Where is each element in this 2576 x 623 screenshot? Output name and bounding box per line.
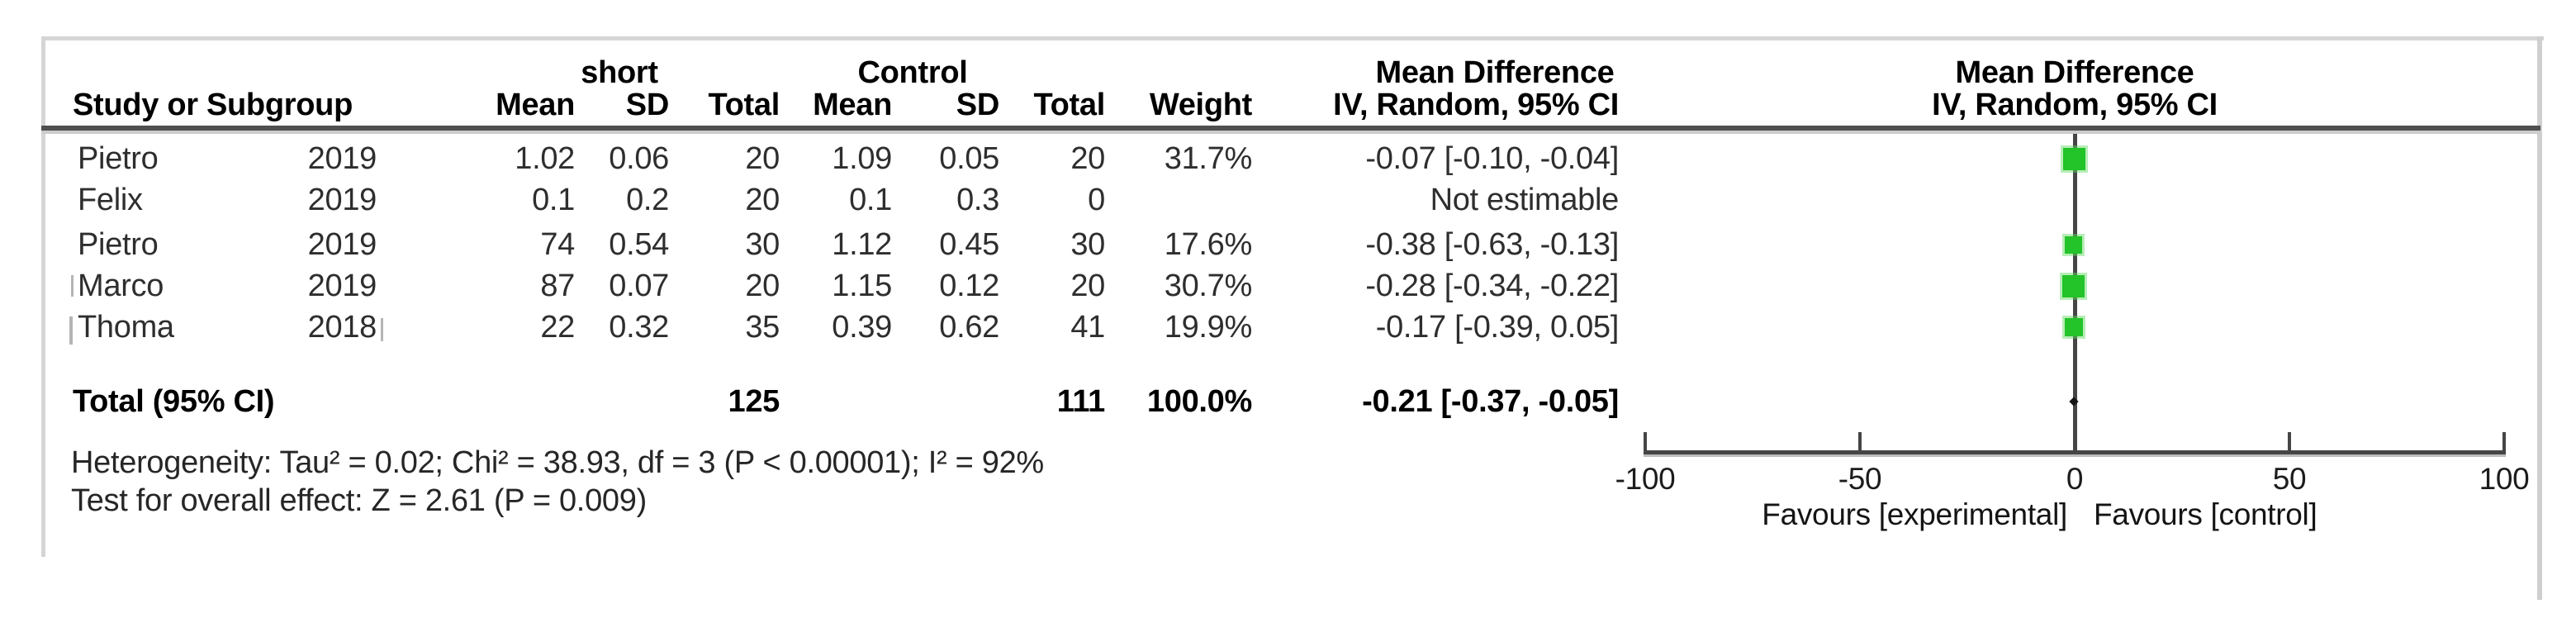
row-mean1: 74 [540, 227, 575, 262]
x-axis-tick [1858, 432, 1862, 450]
row-weight: 17.6% [1164, 227, 1253, 262]
x-axis-tick-label: -50 [1838, 462, 1882, 496]
row-total2: 20 [1070, 269, 1105, 303]
md-column-header-line1: Mean Difference [1375, 55, 1615, 90]
row-total2: 20 [1070, 141, 1105, 176]
row-study-name: Felix [78, 183, 143, 217]
row-total2: 30 [1070, 227, 1105, 262]
row-mean2: 0.39 [832, 310, 892, 345]
row-mean2: 0.1 [849, 183, 892, 217]
group1-mean-header: Mean [496, 88, 575, 122]
group1-total-header: Total [708, 88, 780, 122]
row-sd2: 0.05 [939, 141, 999, 176]
row-year: 2019 [307, 227, 377, 262]
row-ci: -0.38 [-0.63, -0.13] [1365, 227, 1619, 262]
effect-marker [2065, 318, 2084, 336]
weight-column-header: Weight [1149, 88, 1252, 122]
row-sd1: 0.06 [609, 141, 669, 176]
row-weight: 19.9% [1164, 310, 1253, 345]
row-sd2: 0.12 [939, 269, 999, 303]
group2-mean-header: Mean [813, 88, 892, 122]
row-total1: 20 [745, 269, 780, 303]
frame-top-border [41, 36, 2544, 40]
row-sd2: 0.3 [956, 183, 999, 217]
row-weight: 30.7% [1164, 269, 1253, 303]
heterogeneity-note: Heterogeneity: Tau² = 0.02; Chi² = 38.93… [71, 445, 1044, 480]
row-total2: 0 [1088, 183, 1105, 217]
plot-header-line2: IV, Random, 95% CI [1932, 88, 2218, 122]
row-total1: 30 [745, 227, 780, 262]
row-mean2: 1.12 [832, 227, 892, 262]
group1-header: short [581, 55, 658, 90]
group1-sd-header: SD [625, 88, 670, 122]
group2-header: Control [857, 55, 968, 90]
row-total1: 20 [745, 141, 780, 176]
scan-artifact [381, 318, 383, 341]
row-ci: -0.07 [-0.10, -0.04] [1365, 141, 1619, 176]
row-year: 2019 [307, 141, 377, 176]
favours-control-label: Favours [control] [2094, 497, 2317, 531]
row-year: 2018 [307, 310, 377, 345]
overall-effect-note: Test for overall effect: Z = 2.61 (P = 0… [71, 483, 647, 518]
ci-column-header: IV, Random, 95% CI [1333, 88, 1619, 122]
total-ci: -0.21 [-0.37, -0.05] [1362, 384, 1619, 419]
row-ci: -0.17 [-0.39, 0.05] [1375, 310, 1620, 345]
row-mean1: 1.02 [515, 141, 575, 176]
x-axis-tick-label: -100 [1615, 462, 1676, 496]
row-total2: 41 [1070, 310, 1105, 345]
frame-left-border [41, 36, 45, 557]
row-year: 2019 [307, 269, 377, 303]
x-axis-tick [1644, 432, 1647, 450]
row-year: 2019 [307, 183, 377, 217]
row-mean2: 1.15 [832, 269, 892, 303]
row-ci: Not estimable [1430, 183, 1620, 217]
plot-header-line1: Mean Difference [1955, 55, 2194, 90]
row-study-name: Thoma [78, 310, 174, 345]
x-axis-tick [2288, 432, 2291, 450]
frame-right-border [2537, 36, 2542, 600]
x-axis-tick [2502, 432, 2506, 450]
row-sd1: 0.32 [609, 310, 669, 345]
scan-artifact [71, 275, 74, 297]
row-sd2: 0.62 [939, 310, 999, 345]
scan-artifact [69, 316, 73, 345]
total-control-n: 111 [1056, 384, 1106, 419]
x-axis-tick-label: 100 [2479, 462, 2530, 496]
row-sd1: 0.2 [626, 183, 669, 217]
x-axis-tick [2073, 432, 2076, 450]
group2-sd-header: SD [956, 88, 1000, 122]
row-sd1: 0.07 [609, 269, 669, 303]
x-axis-tick-label: 50 [2272, 462, 2307, 496]
group2-total-header: Total [1033, 88, 1106, 122]
row-mean1: 0.1 [532, 183, 575, 217]
favours-experimental-label: Favours [experimental] [1762, 497, 2067, 531]
row-ci: -0.28 [-0.34, -0.22] [1365, 269, 1619, 303]
header-separator [41, 126, 2540, 131]
row-mean1: 22 [540, 310, 575, 345]
total-short-n: 125 [728, 384, 780, 419]
x-axis-tick-label: 0 [2066, 462, 2084, 496]
row-study-name: Pietro [78, 227, 159, 262]
x-axis-line [1644, 450, 2506, 454]
effect-marker [2062, 274, 2085, 297]
total-weight: 100.0% [1146, 384, 1252, 419]
row-study-name: Marco [78, 269, 164, 303]
total-diamond [2069, 397, 2079, 407]
row-weight: 31.7% [1164, 141, 1253, 176]
row-mean1: 87 [540, 269, 575, 303]
row-sd1: 0.54 [609, 227, 669, 262]
row-mean2: 1.09 [832, 141, 892, 176]
total-row-label: Total (95% CI) [73, 384, 275, 419]
effect-marker [2064, 235, 2082, 254]
study-column-header: Study or Subgroup [73, 88, 353, 122]
effect-marker [2063, 147, 2086, 170]
row-study-name: Pietro [78, 141, 159, 176]
row-total1: 20 [745, 183, 780, 217]
row-total1: 35 [745, 310, 780, 345]
row-sd2: 0.45 [939, 227, 999, 262]
